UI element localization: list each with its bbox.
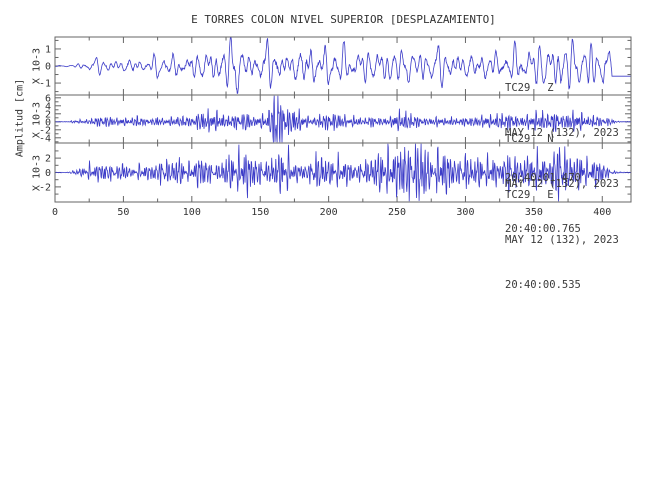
- trace-id: TC29 E: [505, 188, 619, 203]
- waveform-trace-Z: [55, 37, 631, 94]
- chart-title: E TORRES COLON NIVEL SUPERIOR [DESPLAZAM…: [191, 13, 496, 26]
- trace-date: MAY 12 (132), 2023: [505, 127, 619, 139]
- panel1-scale-label: X 10-3: [31, 47, 43, 85]
- tick-label: 1: [45, 44, 51, 55]
- tick-label: 100: [183, 207, 201, 218]
- tick-label: 300: [456, 207, 474, 218]
- y-axis-label: Amplitud [cm]: [14, 78, 26, 158]
- station-code: TC29: [505, 189, 531, 201]
- panel3-info: TC29 E MAY 12 (132), 2023 20:40:00.535: [505, 158, 619, 323]
- trace-start-time: 20:40:00.765: [505, 223, 581, 235]
- tick-label: 250: [388, 207, 406, 218]
- trace-date: MAY 12 (132), 2023: [505, 178, 619, 190]
- trace-id: TC29 Z: [505, 81, 619, 96]
- tick-label: 2: [45, 109, 51, 120]
- panel3-scale-label: X 10-3: [31, 154, 43, 192]
- component-code: E: [547, 189, 554, 201]
- tick-label: 0: [45, 168, 51, 179]
- trace-date: MAY 12 (132), 2023: [505, 234, 619, 246]
- tick-label: 4: [45, 101, 51, 112]
- panel1-info: TC29 Z MAY 12 (132), 2023 20:40:01.470: [505, 51, 619, 216]
- tick-label: -2: [39, 125, 51, 136]
- tick-label: 0: [45, 117, 51, 128]
- tick-label: 200: [320, 207, 338, 218]
- tick-label: 350: [525, 207, 543, 218]
- tick-label: 2: [45, 154, 51, 165]
- trace-start-time: 20:40:01.470: [505, 172, 581, 184]
- panel2-info: TC29 N MAY 12 (132), 2023 20:40:00.765: [505, 102, 619, 267]
- station-code: TC29: [505, 133, 531, 145]
- trace-id: TC29 N: [505, 132, 619, 147]
- tick-label: 6: [45, 93, 51, 104]
- tick-label: -1: [39, 79, 51, 90]
- tick-label: 0: [52, 207, 58, 218]
- tick-label: 0: [45, 62, 51, 73]
- panel2-scale-label: X 10-3: [31, 101, 43, 139]
- trace-start-time: 20:40:00.535: [505, 279, 581, 291]
- waveform-trace-N: [55, 95, 631, 143]
- tick-label: 400: [593, 207, 611, 218]
- waveform-trace-E: [55, 143, 631, 202]
- station-code: TC29: [505, 82, 531, 94]
- tick-label: 50: [117, 207, 129, 218]
- component-code: Z: [547, 82, 554, 94]
- component-code: N: [547, 133, 554, 145]
- tick-label: -2: [39, 182, 51, 193]
- tick-label: -4: [39, 133, 51, 144]
- tick-label: 150: [251, 207, 269, 218]
